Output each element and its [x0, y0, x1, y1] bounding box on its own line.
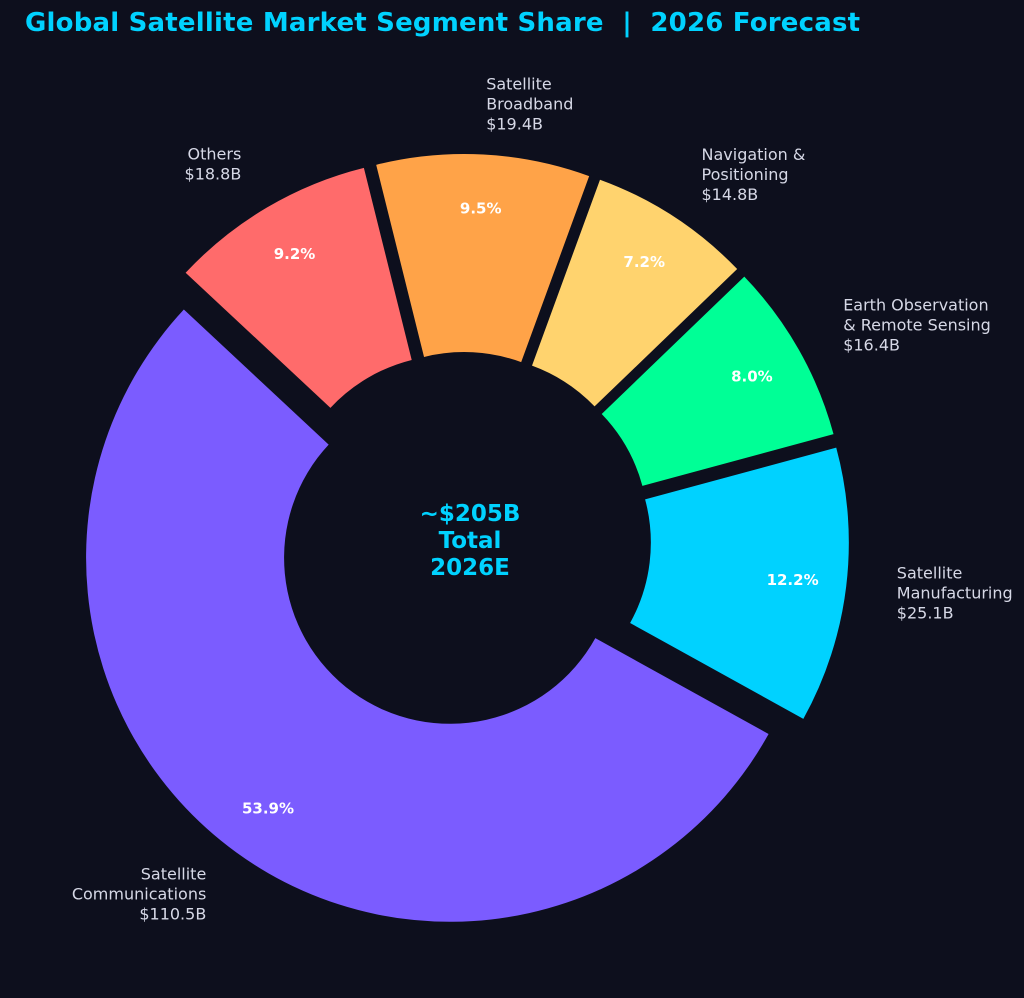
slice-navigation-positioning: [532, 179, 738, 407]
center-label-line: 2026E: [430, 555, 510, 581]
slice-label-others: Others $18.8B: [185, 144, 242, 183]
slice-label-line: $110.5B: [139, 905, 206, 924]
slice-label-satellite-manufacturing: Satellite Manufacturing $25.1B: [897, 564, 1013, 623]
slice-label-line: $16.4B: [843, 336, 900, 355]
slice-label-line: & Remote Sensing: [843, 316, 991, 335]
slice-label-satellite-communications: Satellite Communications $110.5B: [72, 865, 206, 924]
percent-label-others: 9.2%: [274, 245, 316, 263]
percent-label-satellite-broadband: 9.5%: [460, 200, 502, 218]
slice-label-line: $19.4B: [486, 115, 543, 134]
percent-label-earth-observation-remote-sensing: 8.0%: [731, 367, 773, 385]
slice-label-line: Others: [188, 144, 242, 163]
slice-earth-observation-remote-sensing: [601, 276, 834, 486]
slice-label-line: $18.8B: [185, 164, 242, 183]
center-label-line: ~$205B: [420, 501, 521, 527]
center-label-line: Total: [439, 528, 502, 554]
slice-label-line: Satellite: [141, 865, 207, 884]
percent-label-satellite-communications: 53.9%: [242, 800, 294, 818]
percent-label-satellite-manufacturing: 12.2%: [767, 571, 819, 589]
slices-group: [86, 154, 849, 922]
slice-label-line: Navigation &: [702, 145, 806, 164]
slice-satellite-manufacturing: [630, 447, 849, 719]
slice-others: [185, 167, 412, 408]
slice-label-navigation-positioning: Navigation & Positioning $14.8B: [702, 145, 806, 204]
slice-label-line: Communications: [72, 885, 206, 904]
slice-label-line: Manufacturing: [897, 584, 1013, 603]
percent-label-navigation-positioning: 7.2%: [623, 253, 665, 271]
slice-label-satellite-broadband: Satellite Broadband $19.4B: [486, 75, 573, 134]
slice-satellite-communications: [86, 309, 769, 922]
percent-labels-group: 53.9% 12.2% 8.0% 7.2% 9.5% 9.2%: [242, 200, 819, 818]
slice-label-line: Satellite: [486, 75, 552, 94]
slice-label-line: $25.1B: [897, 604, 954, 623]
slice-label-line: Broadband: [486, 95, 573, 114]
slice-label-line: $14.8B: [702, 185, 759, 204]
slice-label-line: Positioning: [702, 165, 789, 184]
slice-satellite-broadband: [376, 154, 590, 363]
chart-title: Global Satellite Market Segment Share | …: [25, 8, 861, 38]
slice-label-earth-observation-remote-sensing: Earth Observation & Remote Sensing $16.4B: [843, 296, 991, 355]
slice-label-line: Satellite: [897, 564, 963, 583]
slice-label-line: Earth Observation: [843, 296, 988, 315]
